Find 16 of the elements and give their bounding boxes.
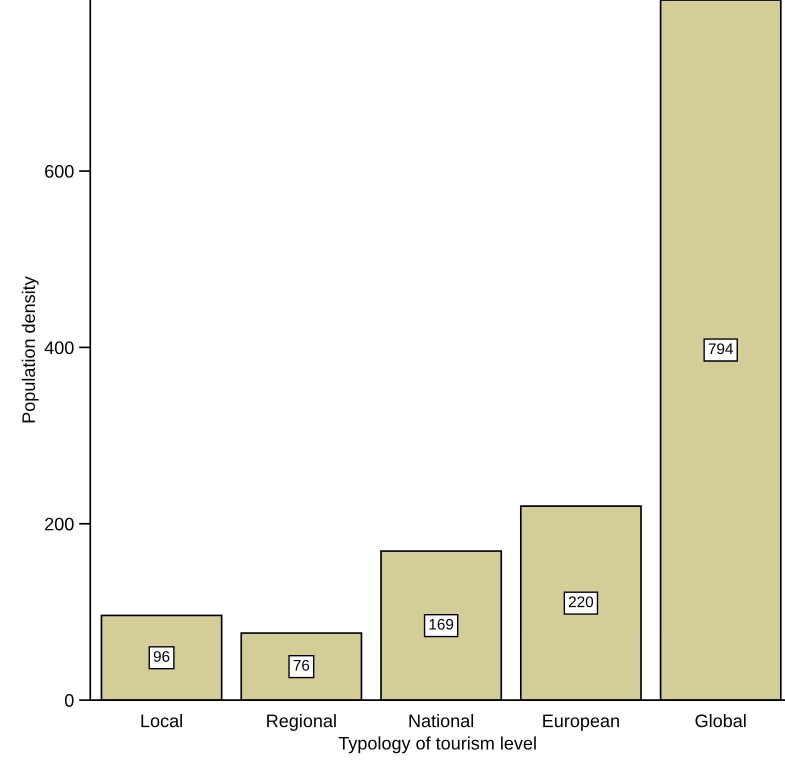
x-axis-title: Typology of tourism level — [338, 736, 536, 754]
data-label: 794 — [708, 343, 733, 354]
x-tick-label: Local — [141, 714, 182, 728]
x-tick-label: Regional — [267, 714, 336, 731]
data-label: 169 — [430, 618, 454, 630]
x-tick-label: National — [409, 714, 474, 728]
data-label: 76 — [294, 660, 310, 671]
y-axis-title: Population density — [22, 276, 39, 422]
data-label: 96 — [154, 651, 170, 662]
x-tick-label: European — [543, 714, 619, 731]
x-tick-label: Global — [696, 714, 746, 728]
y-tick-label: 0 — [64, 694, 74, 707]
data-label: 220 — [568, 596, 594, 608]
y-tick-label: 600 — [45, 164, 74, 178]
y-tick-label: 400 — [44, 341, 74, 354]
y-tick-label: 200 — [45, 518, 74, 530]
